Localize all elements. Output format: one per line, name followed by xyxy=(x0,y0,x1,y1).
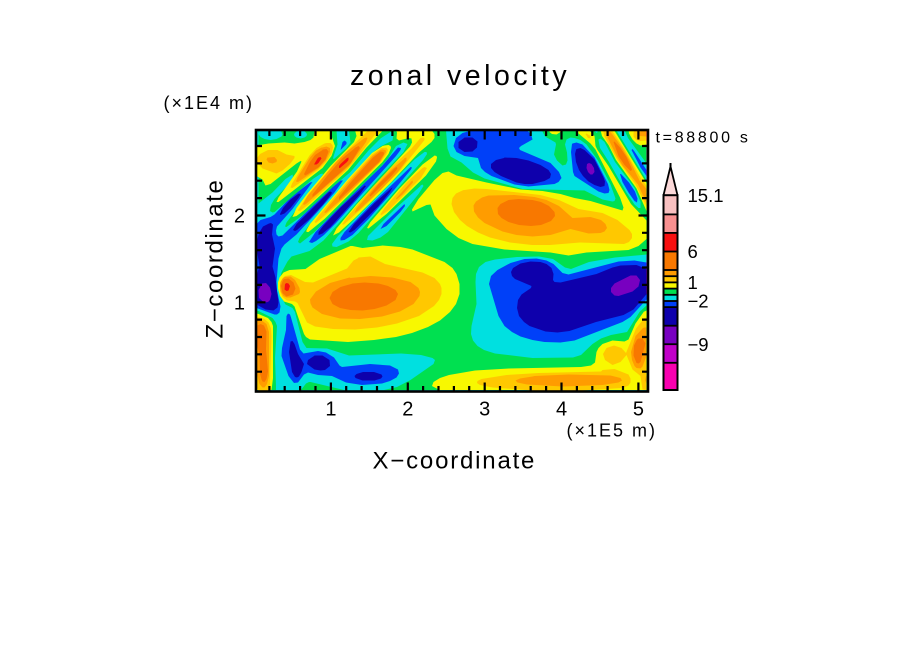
svg-text:15.1: 15.1 xyxy=(688,185,724,206)
svg-text:6: 6 xyxy=(688,241,698,262)
svg-text:X−coordinate: X−coordinate xyxy=(373,448,537,475)
svg-text:zonal velocity: zonal velocity xyxy=(350,60,570,92)
svg-text:3: 3 xyxy=(479,399,490,421)
svg-text:(×1E4 m): (×1E4 m) xyxy=(164,93,255,113)
svg-text:1: 1 xyxy=(325,399,336,421)
svg-text:t=88800 s: t=88800 s xyxy=(656,130,751,147)
svg-text:2: 2 xyxy=(234,206,245,228)
svg-text:−2: −2 xyxy=(688,291,709,312)
svg-text:1: 1 xyxy=(234,292,245,314)
svg-text:1: 1 xyxy=(688,272,698,293)
svg-text:−9: −9 xyxy=(688,334,709,355)
svg-text:5: 5 xyxy=(633,399,644,421)
svg-text:4: 4 xyxy=(556,399,567,421)
svg-text:Z−coordinate: Z−coordinate xyxy=(202,179,229,339)
svg-text:2: 2 xyxy=(402,399,413,421)
svg-text:(×1E5 m): (×1E5 m) xyxy=(567,421,658,441)
